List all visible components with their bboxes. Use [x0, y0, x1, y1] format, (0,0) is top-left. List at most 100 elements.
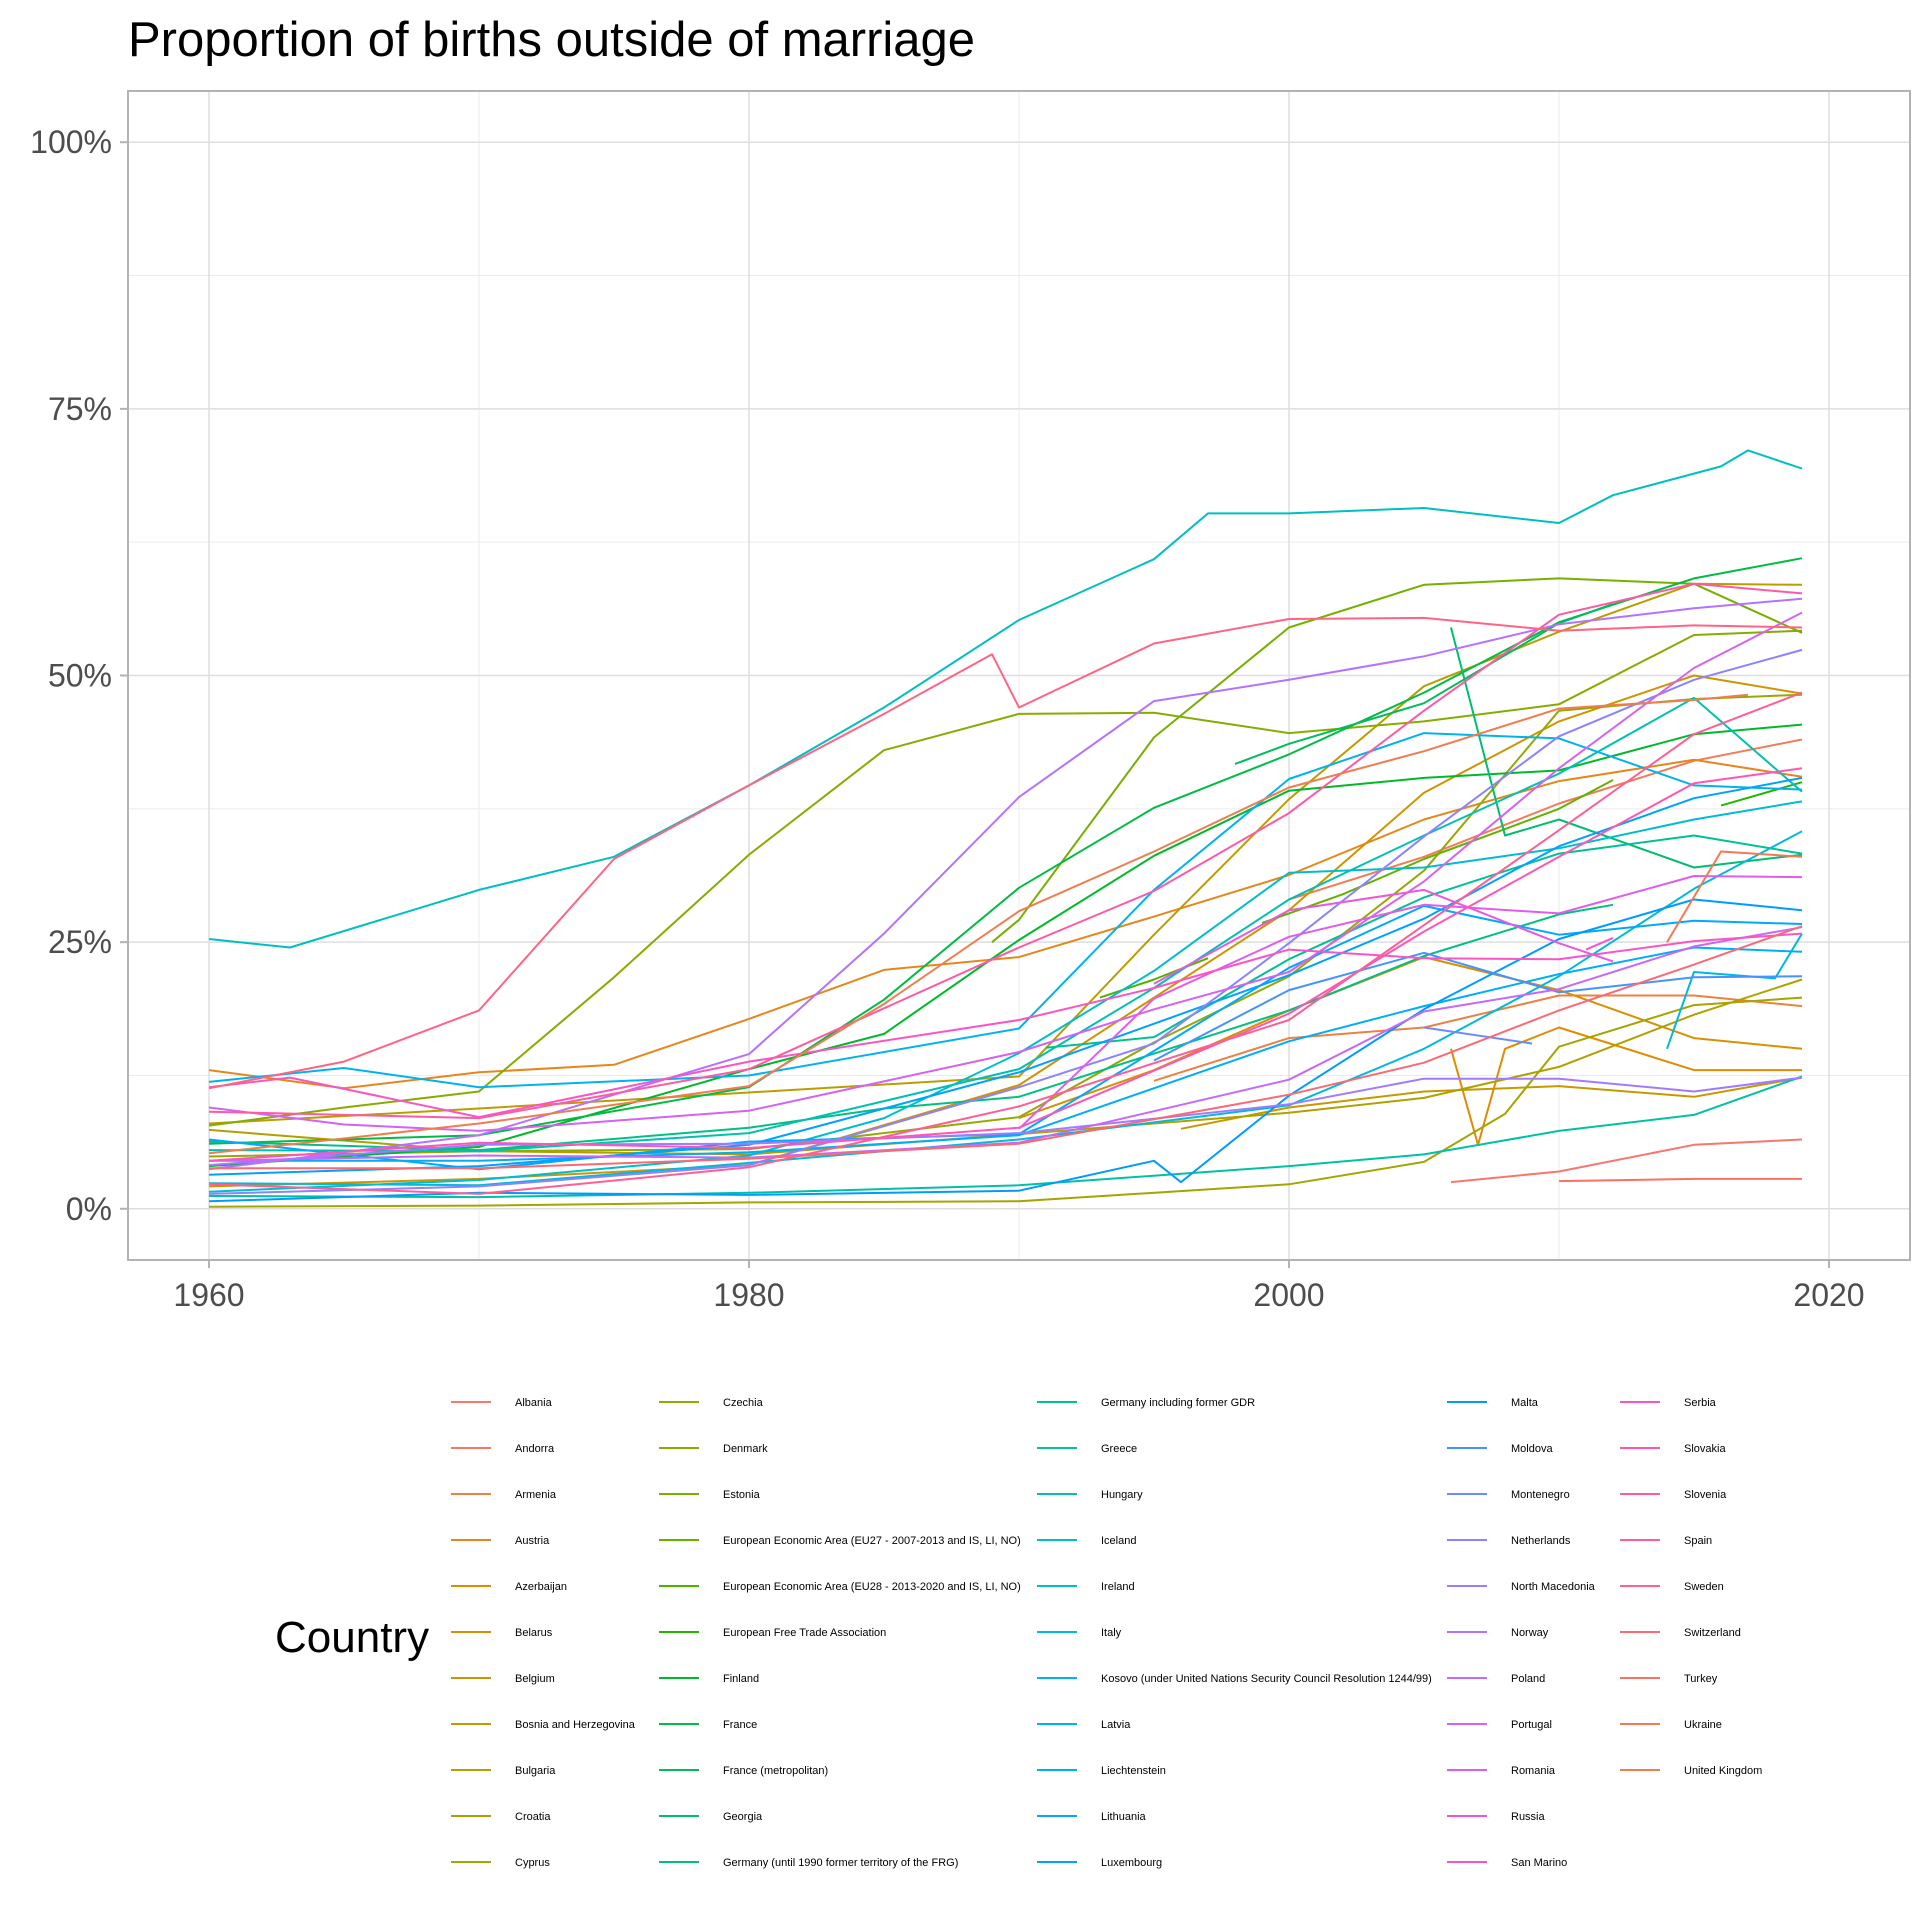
legend-item-label: Belarus	[515, 1627, 553, 1639]
legend-item-label: Finland	[723, 1673, 759, 1685]
series-line	[208, 449, 1803, 949]
legend-item-label: Bulgaria	[515, 1765, 556, 1777]
series-line	[1018, 875, 1803, 1130]
legend-item-label: San Marino	[1511, 1857, 1567, 1869]
series-line	[208, 629, 1803, 1127]
series-line	[208, 1075, 1803, 1199]
series-line	[208, 758, 1803, 1090]
legend-item-label: Serbia	[1684, 1397, 1717, 1409]
series-line	[208, 582, 1803, 1125]
legend-item-label: Germany including former GDR	[1101, 1397, 1255, 1409]
legend-item-label: European Economic Area (EU28 - 2013-2020…	[723, 1581, 1021, 1593]
series-line	[208, 616, 1803, 1090]
legend-item-label: Norway	[1511, 1627, 1549, 1639]
series-line	[1153, 994, 1803, 1082]
legend-item-label: Switzerland	[1684, 1627, 1741, 1639]
legend-item-label: France (metropolitan)	[723, 1765, 828, 1777]
legend-item-label: Germany (until 1990 former territory of …	[723, 1857, 958, 1869]
legend-item-label: Czechia	[723, 1397, 764, 1409]
series-line	[1450, 1138, 1803, 1184]
legend-item-label: Portugal	[1511, 1719, 1552, 1731]
legend-item-label: Ukraine	[1684, 1719, 1722, 1731]
series-line	[208, 904, 1803, 1171]
legend-item-label: United Kingdom	[1684, 1765, 1762, 1777]
series-line	[208, 611, 1803, 1132]
series-line	[208, 732, 1803, 1089]
legend-item-label: Denmark	[723, 1443, 768, 1455]
legend-item-label: Iceland	[1101, 1535, 1136, 1547]
series-line	[208, 582, 1803, 1120]
series-line	[208, 723, 1803, 1168]
series-line	[991, 577, 1803, 943]
series-line	[208, 776, 1803, 1176]
series-line	[208, 691, 1803, 1195]
legend-item-label: Spain	[1684, 1535, 1712, 1547]
legend-item-label: Estonia	[723, 1489, 761, 1501]
legend-title: Country	[275, 1613, 429, 1662]
legend-item-label: Cyprus	[515, 1857, 550, 1869]
legend-item-label: Netherlands	[1511, 1535, 1571, 1547]
series-line	[208, 978, 1803, 1156]
legend-item-label: Hungary	[1101, 1489, 1143, 1501]
legend-item-label: Romania	[1511, 1765, 1556, 1777]
legend-item-label: Poland	[1511, 1673, 1545, 1685]
legend-item-label: France	[723, 1719, 757, 1731]
legend-item-label: Croatia	[515, 1811, 551, 1823]
x-tick-label: 1980	[713, 1277, 784, 1313]
legend-item-label: Malta	[1511, 1397, 1539, 1409]
series-line	[208, 767, 1803, 1162]
legend-item-label: European Economic Area (EU27 - 2007-2013…	[723, 1535, 1021, 1547]
x-tick-label: 2020	[1793, 1277, 1864, 1313]
series-line	[209, 925, 1803, 1170]
series-line	[208, 800, 1803, 1193]
series-line	[1450, 627, 1803, 869]
series-line	[1666, 850, 1803, 943]
legend-item-label: Sweden	[1684, 1581, 1724, 1593]
y-tick-label: 25%	[48, 924, 112, 960]
legend-item-label: Lithuania	[1101, 1811, 1147, 1823]
series-line	[208, 898, 1803, 1203]
x-tick-label: 1960	[173, 1277, 244, 1313]
x-tick-label: 2000	[1253, 1277, 1324, 1313]
legend-item-label: Armenia	[515, 1489, 557, 1501]
legend-item-label: Luxembourg	[1101, 1857, 1162, 1869]
legend-item-label: Andorra	[515, 1443, 555, 1455]
series-line	[1423, 1026, 1533, 1045]
series-line	[208, 597, 1803, 1171]
legend-item-label: Albania	[515, 1397, 553, 1409]
legend-item-label: Montenegro	[1511, 1489, 1570, 1501]
series-line	[208, 648, 1803, 1195]
legend-item-label: Russia	[1511, 1811, 1546, 1823]
legend: Country Albania Andorra Armenia Austria Azerb…	[275, 1397, 1762, 1869]
legend-item-label: Ireland	[1101, 1581, 1135, 1593]
series-line	[1450, 1026, 1802, 1146]
chart-title: Proportion of births outside of marriage	[128, 13, 976, 67]
series-line	[1558, 1177, 1802, 1183]
series-line	[1153, 888, 1614, 985]
series-line	[208, 996, 1803, 1208]
legend-item-label: Greece	[1101, 1443, 1137, 1455]
legend-item-label: Slovakia	[1684, 1443, 1726, 1455]
legend-item-label: Azerbaijan	[515, 1581, 567, 1593]
series-line	[209, 946, 1803, 1162]
y-tick-label: 75%	[48, 391, 112, 427]
legend-item-label: Latvia	[1101, 1719, 1131, 1731]
series-line	[1720, 781, 1803, 807]
legend-item-label: Moldova	[1511, 1443, 1553, 1455]
legend-item-label: Bosnia and Herzegovina	[515, 1719, 636, 1731]
legend-item-label: North Macedonia	[1511, 1581, 1596, 1593]
series-line	[1234, 603, 1614, 765]
series-line	[208, 696, 1803, 1153]
y-tick-label: 50%	[48, 658, 112, 694]
legend-item-label: Italy	[1101, 1627, 1122, 1639]
axes: 0% 25% 50% 75% 100% 1960 1980 2000 2020	[30, 124, 1864, 1313]
legend-item-label: Turkey	[1684, 1673, 1718, 1685]
legend-item-label: Austria	[515, 1535, 550, 1547]
y-tick-label: 0%	[66, 1191, 112, 1227]
series-line	[208, 903, 1614, 1152]
legend-item-label: Belgium	[515, 1673, 555, 1685]
series-line	[208, 932, 1803, 1119]
series-line	[1666, 933, 1803, 1050]
legend-item-label: Georgia	[723, 1811, 763, 1823]
